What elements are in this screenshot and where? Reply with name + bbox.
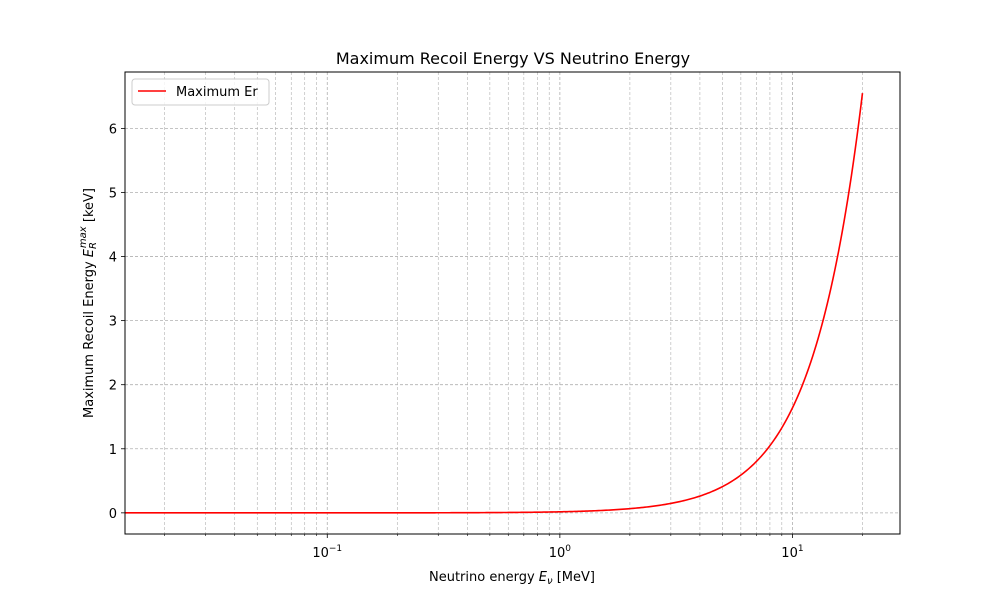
x-tick-label: 100 [549,544,572,561]
y-tick-label: 4 [109,251,117,266]
y-tick-label: 2 [109,379,117,394]
x-tick-base: 10 [312,546,329,561]
y-tick-label: 0 [109,507,117,522]
x-axis: 10−1 100 101 [164,534,863,561]
y-axis-label-main: Maximum Recoil Energy [82,257,97,418]
x-tick-exponent: −1 [329,544,342,554]
plot-frame [124,71,901,535]
y-tick-label: 3 [109,315,117,330]
x-tick-base: 10 [549,546,566,561]
x-tick-exponent: 0 [565,544,571,554]
x-axis-label-sub: ν [547,576,553,587]
y-axis-label-unit: [keV] [82,188,97,226]
y-tick-label: 6 [109,122,117,137]
legend-box [131,78,270,106]
y-axis-label-sub: R [88,242,99,249]
y-axis-label: Maximum Recoil Energy ERmax [keV] [78,188,99,418]
x-axis-label-unit: [MeV] [553,570,595,585]
x-axis-label-var: E [539,570,548,585]
x-tick-label: 101 [781,544,803,561]
legend: Maximum Er [131,78,270,106]
y-axis-label-var: E [82,248,97,257]
y-tick-label: 1 [109,443,117,458]
chart-title: Maximum Recoil Energy VS Neutrino Energy [336,49,690,68]
y-axis: 0 1 2 3 4 5 6 [109,122,125,522]
x-axis-label-main: Neutrino energy [429,570,539,585]
x-tick-base: 10 [781,546,798,561]
x-axis-label: Neutrino energy Eν [MeV] [429,570,595,587]
y-tick-label: 5 [109,186,117,201]
y-axis-label-sup: max [78,226,89,248]
legend-label-maximum-er: Maximum Er [176,85,258,100]
series-line-maximum-er [125,93,864,514]
x-tick-exponent: 1 [798,544,804,554]
x-tick-label: 10−1 [312,544,342,561]
grid [125,72,900,534]
series-layer [125,93,864,514]
